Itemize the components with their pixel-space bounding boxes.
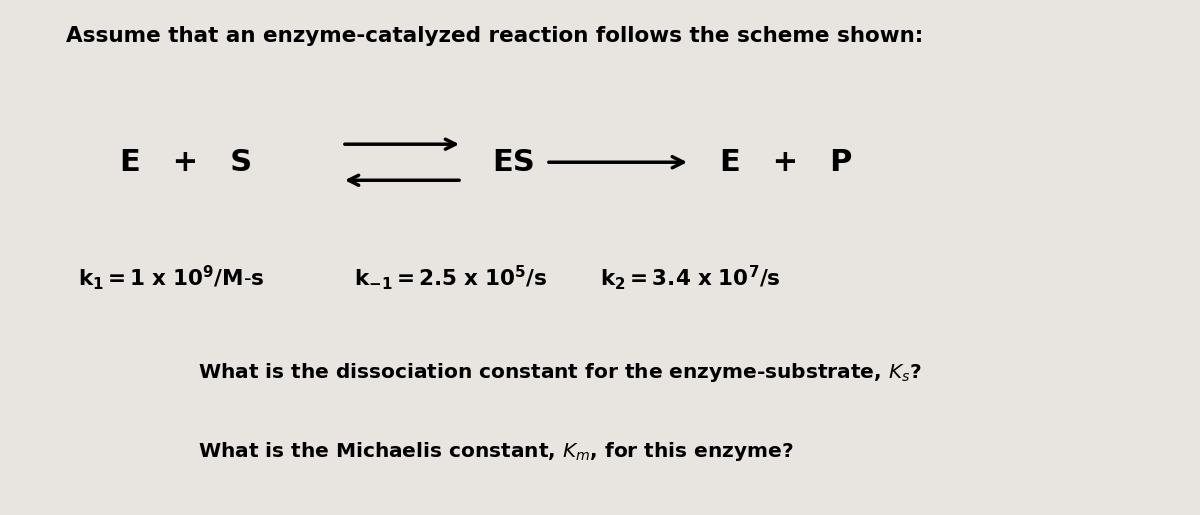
Text: What is the dissociation constant for the enzyme-substrate, $K_s$?: What is the dissociation constant for th… [198,360,922,384]
Text: $\mathbf{k_2 = 3.4\ x\ 10^7/s}$: $\mathbf{k_2 = 3.4\ x\ 10^7/s}$ [600,264,781,293]
Text: Assume that an enzyme-catalyzed reaction follows the scheme shown:: Assume that an enzyme-catalyzed reaction… [66,26,923,46]
Text: ES: ES [492,148,535,177]
Text: What is the Michaelis constant, $K_m$, for this enzyme?: What is the Michaelis constant, $K_m$, f… [198,440,793,464]
Text: $\mathbf{k_{-1} = 2.5\ x\ 10^5/s}$: $\mathbf{k_{-1} = 2.5\ x\ 10^5/s}$ [354,264,547,293]
Text: E   +   P: E + P [720,148,852,177]
Text: E   +   S: E + S [120,148,252,177]
Text: $\mathbf{k_1 = 1\ x\ 10^9/M\text{-}s}$: $\mathbf{k_1 = 1\ x\ 10^9/M\text{-}s}$ [78,264,265,293]
